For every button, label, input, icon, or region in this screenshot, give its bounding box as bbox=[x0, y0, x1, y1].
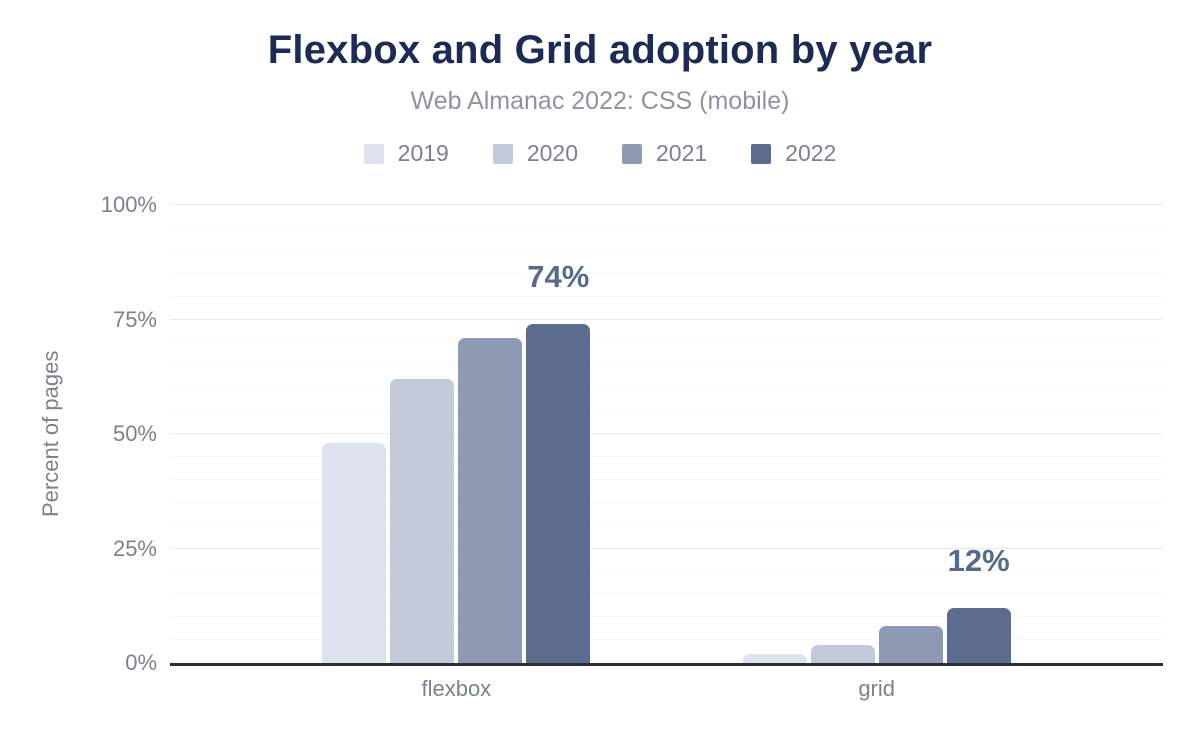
bar-flexbox-2022 bbox=[526, 324, 591, 663]
gridline-major bbox=[170, 204, 1163, 205]
chart-subtitle: Web Almanac 2022: CSS (mobile) bbox=[410, 87, 790, 115]
legend-item-2019: 2019 bbox=[363, 140, 449, 167]
y-tick-50%: 50% bbox=[112, 421, 157, 446]
x-label-flexbox: flexbox bbox=[421, 676, 492, 701]
gridline-minor bbox=[170, 455, 1163, 457]
legend-label: 2022 bbox=[785, 140, 837, 166]
legend-item-2022: 2022 bbox=[751, 140, 836, 167]
plot-area: 74% 12% bbox=[170, 204, 1163, 666]
chart-title: Flexbox and Grid adoption by year bbox=[267, 28, 933, 72]
gridline-minor bbox=[170, 478, 1163, 480]
bar-grid-2019 bbox=[742, 653, 807, 663]
bar-flexbox-2021 bbox=[458, 337, 523, 663]
legend-item-2021: 2021 bbox=[622, 140, 707, 167]
legend-label: 2019 bbox=[397, 140, 449, 166]
bar-group-flexbox bbox=[322, 205, 591, 663]
legend-label: 2021 bbox=[656, 140, 708, 166]
legend-item-2020: 2020 bbox=[492, 140, 578, 167]
bar-grid-2020 bbox=[810, 644, 875, 663]
data-label-flexbox-2022: 74% bbox=[527, 259, 590, 295]
gridline-minor bbox=[170, 639, 1163, 641]
x-label-grid: grid bbox=[858, 676, 895, 701]
gridline-minor bbox=[170, 501, 1163, 503]
y-tick-100%: 100% bbox=[100, 192, 157, 217]
legend-swatch-2021 bbox=[622, 143, 642, 164]
legend-swatch-2020 bbox=[492, 143, 513, 164]
legend-label: 2020 bbox=[526, 140, 578, 166]
legend-swatch-2019 bbox=[363, 143, 384, 164]
bar-grid-2022 bbox=[946, 608, 1011, 663]
gridline-minor bbox=[170, 295, 1163, 297]
x-axis-line bbox=[170, 663, 1163, 666]
y-tick-75%: 75% bbox=[112, 306, 157, 332]
gridline-minor bbox=[170, 226, 1163, 228]
gridline-minor bbox=[170, 616, 1163, 618]
gridline-major bbox=[170, 433, 1163, 434]
gridline-minor bbox=[170, 387, 1163, 389]
gridline-major bbox=[170, 547, 1163, 549]
gridline-minor bbox=[170, 249, 1163, 251]
legend: 2019 2020 2021 2022 bbox=[0, 140, 1200, 167]
gridline-minor bbox=[170, 272, 1163, 274]
gridline-minor bbox=[170, 524, 1163, 526]
bar-group-grid bbox=[742, 205, 1011, 663]
legend-swatch-2022 bbox=[751, 143, 772, 164]
gridline-minor bbox=[170, 593, 1163, 595]
gridline-minor bbox=[170, 410, 1163, 412]
x-axis-labels: flexbox grid bbox=[0, 676, 1200, 706]
data-label-grid-2022: 12% bbox=[947, 543, 1010, 579]
bar-flexbox-2020 bbox=[390, 379, 455, 663]
y-axis-ticks: 0% 25% 50% 75% 100% bbox=[0, 193, 157, 675]
gridline-minor bbox=[170, 341, 1163, 343]
y-tick-0%: 0% bbox=[125, 650, 157, 675]
bar-flexbox-2019 bbox=[322, 443, 387, 663]
gridline-minor bbox=[170, 570, 1163, 572]
gridline-major bbox=[170, 318, 1163, 320]
y-tick-25%: 25% bbox=[112, 535, 157, 561]
gridline-minor bbox=[170, 364, 1163, 366]
bar-grid-2021 bbox=[878, 626, 943, 663]
